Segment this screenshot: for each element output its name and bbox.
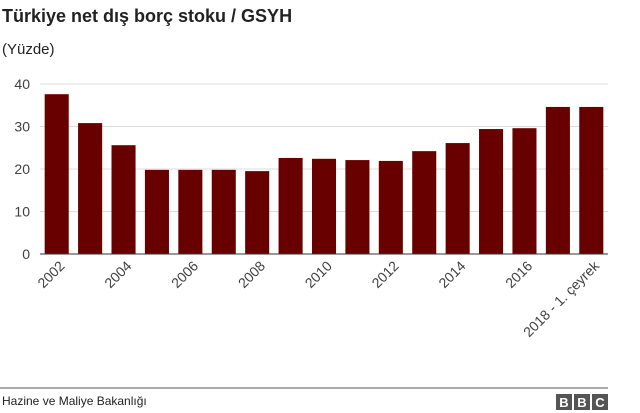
bar [345, 160, 370, 254]
x-tick-label: 2010 [302, 257, 335, 290]
bar [311, 158, 337, 254]
bar [445, 143, 470, 254]
logo-letter: B [559, 395, 568, 410]
logo-letter: B [577, 395, 586, 410]
bar [412, 151, 437, 254]
bar [211, 169, 236, 254]
y-tick-label: 20 [14, 161, 30, 177]
source: Hazine ve Maliye Bakanlığı [2, 394, 147, 408]
x-tick-label: 2016 [502, 257, 535, 290]
y-tick-label: 30 [14, 119, 30, 135]
bar [144, 169, 169, 254]
x-tick-label: 2012 [368, 257, 401, 290]
y-tick-label: 40 [14, 76, 30, 92]
bar [545, 106, 570, 254]
bar [512, 128, 537, 254]
chart-subtitle: (Yüzde) [2, 41, 55, 58]
logo-letter: C [595, 395, 605, 410]
y-tick-label: 10 [14, 204, 30, 220]
logo-box [556, 394, 572, 410]
x-tick-label: 2008 [235, 257, 268, 290]
bar [579, 106, 604, 254]
chart-title: Türkiye net dış borç stoku / GSYH [2, 6, 292, 26]
logo-box [574, 394, 590, 410]
x-tick-label: 2014 [435, 257, 468, 290]
x-tick-label: 2004 [101, 257, 134, 290]
bar [178, 169, 203, 254]
logo-box [592, 394, 608, 410]
bar [479, 129, 504, 254]
x-tick-label: 2006 [168, 257, 201, 290]
y-tick-label: 0 [22, 246, 30, 262]
x-tick-label: 2002 [34, 257, 67, 290]
bar [111, 145, 136, 254]
bar [78, 123, 103, 254]
bar [378, 160, 403, 254]
bar [44, 94, 69, 254]
bar [245, 171, 270, 254]
bar [278, 157, 303, 254]
